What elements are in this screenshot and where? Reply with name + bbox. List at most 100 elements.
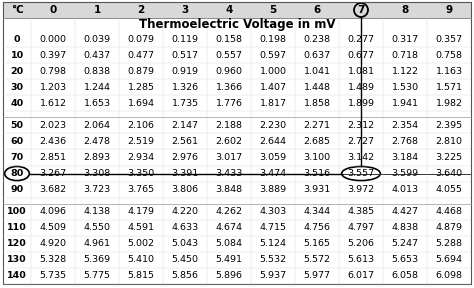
Text: 5.613: 5.613 — [347, 255, 374, 264]
Text: Thermoelectric Voltage in mV: Thermoelectric Voltage in mV — [139, 18, 335, 31]
Text: 3.100: 3.100 — [303, 153, 330, 162]
Text: 5.937: 5.937 — [259, 272, 287, 281]
Text: 4.138: 4.138 — [83, 207, 110, 216]
Text: 2.147: 2.147 — [172, 121, 199, 130]
Text: 1.735: 1.735 — [172, 99, 199, 108]
Text: 40: 40 — [10, 99, 24, 108]
Text: 5.450: 5.450 — [172, 255, 199, 264]
Text: 5.328: 5.328 — [39, 255, 66, 264]
Text: 4.385: 4.385 — [347, 207, 374, 216]
Text: 3.350: 3.350 — [128, 169, 155, 178]
Text: 3.433: 3.433 — [215, 169, 243, 178]
Text: 7: 7 — [357, 5, 365, 15]
Text: 4.715: 4.715 — [259, 223, 286, 232]
Text: 4.961: 4.961 — [83, 239, 110, 249]
Text: 5.165: 5.165 — [303, 239, 330, 249]
Text: 140: 140 — [7, 272, 27, 281]
Text: 1.285: 1.285 — [128, 83, 155, 92]
Text: 2.851: 2.851 — [39, 153, 66, 162]
Text: 2.893: 2.893 — [83, 153, 110, 162]
Text: 4.179: 4.179 — [128, 207, 155, 216]
Text: 2.685: 2.685 — [303, 137, 330, 146]
Text: 0.397: 0.397 — [39, 51, 66, 60]
Text: 4.468: 4.468 — [436, 207, 463, 216]
Text: 3.972: 3.972 — [347, 185, 374, 194]
Text: 3.516: 3.516 — [303, 169, 330, 178]
Text: 1.612: 1.612 — [39, 99, 66, 108]
Text: 1.366: 1.366 — [216, 83, 243, 92]
Text: 0.879: 0.879 — [128, 67, 155, 75]
Text: 1.858: 1.858 — [303, 99, 330, 108]
Bar — [3, 2, 471, 18]
Text: 2.810: 2.810 — [436, 137, 463, 146]
Text: 4.096: 4.096 — [39, 207, 66, 216]
Text: 3.017: 3.017 — [216, 153, 243, 162]
Text: 5.572: 5.572 — [303, 255, 330, 264]
Text: 5.896: 5.896 — [216, 272, 243, 281]
Text: 90: 90 — [10, 185, 24, 194]
Text: 2.354: 2.354 — [392, 121, 419, 130]
Text: 3.599: 3.599 — [392, 169, 419, 178]
Text: 3.931: 3.931 — [303, 185, 331, 194]
Text: 4.427: 4.427 — [392, 207, 419, 216]
Text: 5.977: 5.977 — [303, 272, 330, 281]
Text: 0.557: 0.557 — [216, 51, 243, 60]
Text: 130: 130 — [7, 255, 27, 264]
Text: 1.530: 1.530 — [392, 83, 419, 92]
Text: 5.247: 5.247 — [392, 239, 419, 249]
Text: 0.597: 0.597 — [259, 51, 286, 60]
Text: 1.326: 1.326 — [172, 83, 199, 92]
Text: 4.591: 4.591 — [128, 223, 155, 232]
Text: 3.723: 3.723 — [83, 185, 110, 194]
Text: 5.775: 5.775 — [83, 272, 110, 281]
Text: 3.059: 3.059 — [259, 153, 287, 162]
Text: 8: 8 — [401, 5, 409, 15]
Text: 4.797: 4.797 — [347, 223, 374, 232]
Text: 2.064: 2.064 — [83, 121, 110, 130]
Text: 5: 5 — [269, 5, 277, 15]
Text: 1.489: 1.489 — [347, 83, 374, 92]
Text: 2.561: 2.561 — [172, 137, 199, 146]
Text: 0.357: 0.357 — [436, 35, 463, 43]
Text: 4.550: 4.550 — [83, 223, 110, 232]
Text: 4.920: 4.920 — [39, 239, 66, 249]
Text: 3.889: 3.889 — [259, 185, 287, 194]
Text: 3.267: 3.267 — [39, 169, 66, 178]
Text: 0.317: 0.317 — [392, 35, 419, 43]
Text: 4.879: 4.879 — [436, 223, 463, 232]
Text: 3.308: 3.308 — [83, 169, 110, 178]
Text: 5.856: 5.856 — [172, 272, 199, 281]
Text: 3.142: 3.142 — [347, 153, 374, 162]
Text: 0.039: 0.039 — [83, 35, 110, 43]
Text: 0.477: 0.477 — [128, 51, 155, 60]
Text: 9: 9 — [446, 5, 453, 15]
Text: 0.718: 0.718 — [392, 51, 419, 60]
Text: 3.557: 3.557 — [347, 169, 374, 178]
Text: 0: 0 — [14, 35, 20, 43]
Text: 5.815: 5.815 — [128, 272, 155, 281]
Text: 3.640: 3.640 — [436, 169, 463, 178]
Text: 1.982: 1.982 — [436, 99, 463, 108]
Text: 5.043: 5.043 — [172, 239, 199, 249]
Text: 0.198: 0.198 — [259, 35, 286, 43]
Text: 4.633: 4.633 — [172, 223, 199, 232]
Text: 30: 30 — [10, 83, 24, 92]
Text: 4: 4 — [225, 5, 233, 15]
Text: 5.369: 5.369 — [83, 255, 110, 264]
Text: 3.682: 3.682 — [39, 185, 66, 194]
Text: 1.899: 1.899 — [347, 99, 374, 108]
Text: 1.653: 1.653 — [83, 99, 110, 108]
Text: 1: 1 — [93, 5, 100, 15]
Text: 3: 3 — [182, 5, 189, 15]
Text: 3.225: 3.225 — [436, 153, 463, 162]
Text: 20: 20 — [10, 67, 24, 75]
Text: 4.838: 4.838 — [392, 223, 419, 232]
Text: 120: 120 — [7, 239, 27, 249]
Text: 2.271: 2.271 — [303, 121, 330, 130]
Text: 0.000: 0.000 — [39, 35, 66, 43]
Text: 2.395: 2.395 — [436, 121, 463, 130]
Text: 1.122: 1.122 — [392, 67, 419, 75]
Text: 2.644: 2.644 — [259, 137, 286, 146]
Text: 2.934: 2.934 — [128, 153, 155, 162]
Text: 5.532: 5.532 — [259, 255, 287, 264]
